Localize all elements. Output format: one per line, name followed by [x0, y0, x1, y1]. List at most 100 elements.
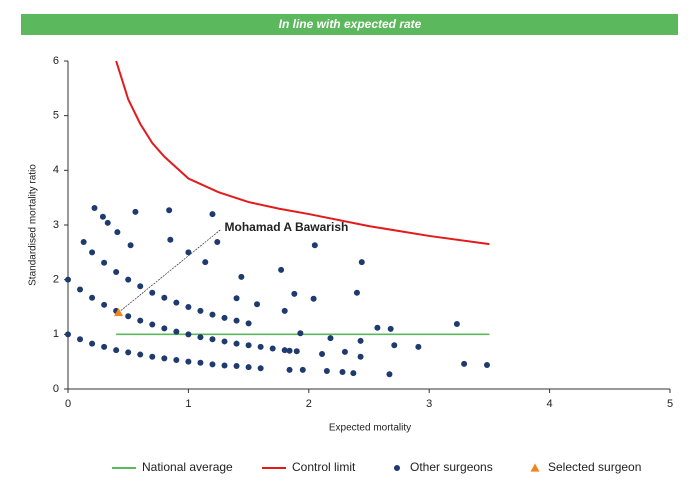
marker — [357, 353, 364, 360]
marker — [166, 207, 173, 214]
marker — [214, 238, 221, 245]
marker — [341, 348, 348, 355]
y-tick-label: 5 — [53, 110, 59, 122]
series-line — [115, 60, 490, 246]
marker — [257, 365, 264, 372]
marker — [453, 320, 460, 327]
marker — [149, 289, 156, 296]
marker — [127, 242, 134, 249]
marker — [221, 314, 228, 321]
marker — [209, 336, 216, 343]
marker — [114, 229, 121, 236]
x-tick-label: 0 — [65, 398, 71, 410]
marker — [197, 307, 204, 314]
annotation: Mohamad A Bawarish — [225, 220, 349, 234]
marker — [245, 342, 252, 349]
marker — [415, 343, 422, 350]
marker — [286, 366, 293, 373]
marker — [185, 331, 192, 338]
marker — [299, 366, 306, 373]
legend-label: Other surgeons — [410, 460, 493, 474]
marker — [311, 242, 318, 249]
marker — [323, 367, 330, 374]
marker — [461, 360, 468, 367]
marker — [149, 321, 156, 328]
marker — [310, 295, 317, 302]
y-tick-label: 3 — [53, 219, 59, 231]
marker — [125, 276, 132, 283]
legend-swatch — [394, 465, 400, 471]
marker — [197, 334, 204, 341]
marker — [89, 249, 96, 256]
marker — [125, 349, 132, 356]
marker — [297, 330, 304, 337]
marker — [173, 357, 180, 364]
marker — [89, 294, 96, 301]
marker — [101, 259, 108, 266]
marker — [327, 335, 334, 342]
marker — [113, 347, 120, 354]
marker — [387, 325, 394, 332]
x-tick-label: 3 — [426, 398, 432, 410]
marker — [233, 295, 240, 302]
marker — [245, 320, 252, 327]
marker — [278, 266, 285, 273]
marker — [209, 361, 216, 368]
marker — [91, 205, 98, 212]
x-axis-label: Expected mortality — [329, 423, 411, 434]
marker — [65, 331, 71, 338]
marker — [197, 359, 204, 366]
marker — [167, 236, 174, 243]
marker — [221, 362, 228, 369]
y-tick-label: 6 — [53, 55, 59, 67]
legend-label: Selected surgeon — [548, 460, 641, 474]
marker — [209, 311, 216, 318]
marker — [269, 345, 276, 352]
marker — [77, 286, 84, 293]
marker — [101, 343, 108, 350]
marker — [353, 289, 360, 296]
marker — [137, 283, 144, 290]
y-tick-label: 4 — [53, 164, 59, 176]
marker — [185, 304, 192, 310]
marker — [386, 371, 393, 378]
marker — [185, 249, 192, 256]
marker — [137, 351, 144, 358]
marker — [149, 353, 156, 360]
marker — [104, 219, 111, 226]
marker — [114, 307, 124, 317]
marker — [357, 337, 364, 344]
legend-label: National average — [142, 460, 233, 474]
marker — [293, 348, 300, 355]
y-tick-label: 0 — [53, 383, 59, 395]
title-banner — [21, 14, 678, 35]
marker — [80, 238, 87, 245]
marker — [77, 336, 84, 343]
marker — [233, 317, 240, 324]
y-axis-label: Standardised mortality ratio — [28, 164, 39, 286]
marker — [257, 343, 264, 350]
annotation-leader — [118, 229, 221, 313]
marker — [113, 269, 120, 276]
y-tick-label: 1 — [53, 328, 59, 340]
marker — [254, 301, 261, 308]
marker — [173, 328, 180, 335]
chart-title: In line with expected rate — [279, 17, 422, 31]
marker — [233, 340, 240, 347]
x-tick-label: 4 — [547, 398, 553, 410]
y-tick-label: 2 — [53, 274, 59, 286]
marker — [161, 325, 168, 332]
marker — [245, 364, 252, 371]
marker — [161, 294, 168, 301]
marker — [101, 301, 108, 308]
marker — [238, 273, 245, 280]
marker — [173, 299, 180, 306]
marker — [291, 290, 298, 297]
marker — [374, 324, 381, 331]
marker — [350, 370, 357, 377]
legend-swatch — [530, 463, 540, 472]
marker — [391, 342, 398, 349]
marker — [161, 355, 168, 362]
marker — [281, 307, 288, 314]
